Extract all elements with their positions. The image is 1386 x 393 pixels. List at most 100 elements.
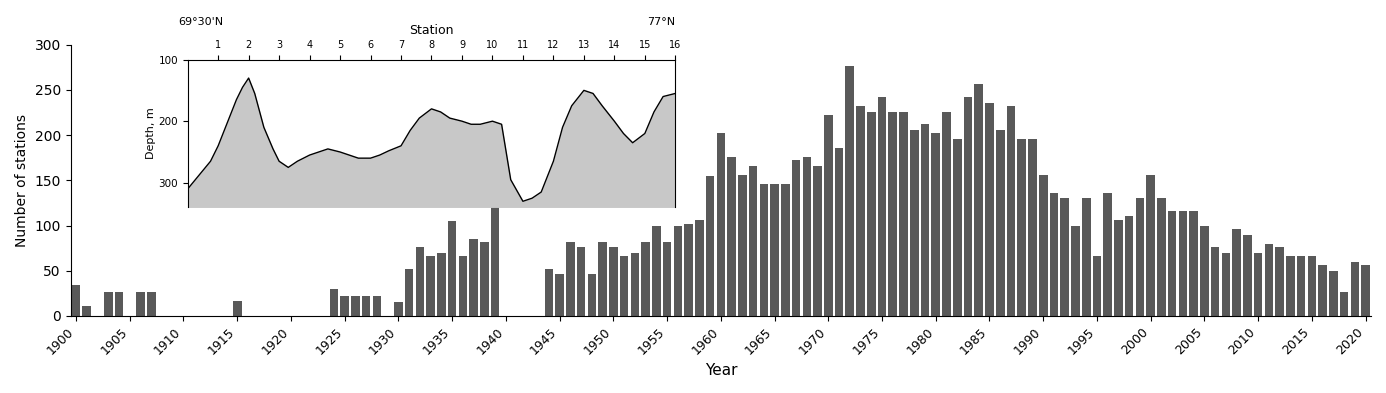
Bar xyxy=(608,247,618,316)
Bar xyxy=(448,221,456,316)
Bar xyxy=(556,274,564,316)
Bar xyxy=(857,106,865,316)
Bar xyxy=(1243,235,1252,316)
Bar xyxy=(748,166,757,316)
Bar xyxy=(802,157,811,316)
Bar xyxy=(685,224,693,316)
Bar xyxy=(1092,256,1102,316)
Bar xyxy=(1350,262,1360,316)
Bar xyxy=(1178,211,1188,316)
Bar xyxy=(588,274,596,316)
Bar xyxy=(491,198,499,316)
Bar xyxy=(330,289,338,316)
Bar xyxy=(1028,139,1037,316)
Bar xyxy=(1286,256,1295,316)
Bar xyxy=(868,112,876,316)
Bar xyxy=(416,247,424,316)
Bar xyxy=(1275,247,1283,316)
Bar xyxy=(651,226,661,316)
Bar xyxy=(394,301,403,316)
Bar xyxy=(771,184,779,316)
Bar xyxy=(920,124,929,316)
Bar xyxy=(437,253,446,316)
Bar xyxy=(997,130,1005,316)
Bar xyxy=(780,184,790,316)
Bar xyxy=(1060,198,1069,316)
Bar xyxy=(834,148,843,316)
Bar xyxy=(1361,265,1369,316)
Bar xyxy=(1264,244,1274,316)
Bar xyxy=(577,247,585,316)
Bar xyxy=(845,66,854,316)
Bar xyxy=(1307,256,1317,316)
Bar xyxy=(911,130,919,316)
Bar xyxy=(233,301,241,316)
Bar xyxy=(737,175,747,316)
Bar xyxy=(760,184,768,316)
Bar xyxy=(1168,211,1177,316)
Bar xyxy=(674,226,682,316)
Bar xyxy=(115,292,123,316)
Bar xyxy=(877,97,886,316)
Bar xyxy=(631,253,639,316)
Bar xyxy=(620,256,628,316)
Bar xyxy=(1211,247,1220,316)
Bar xyxy=(136,292,144,316)
Bar xyxy=(1006,106,1016,316)
Bar xyxy=(954,139,962,316)
Bar xyxy=(900,112,908,316)
Bar xyxy=(1297,256,1306,316)
Bar xyxy=(1200,226,1209,316)
Bar xyxy=(373,296,381,316)
Bar xyxy=(351,296,360,316)
Bar xyxy=(405,269,413,316)
Bar xyxy=(1232,229,1240,316)
Bar xyxy=(1135,198,1145,316)
Bar xyxy=(565,242,575,316)
Bar xyxy=(362,296,370,316)
Bar xyxy=(728,157,736,316)
Bar xyxy=(1017,139,1026,316)
Bar xyxy=(545,269,553,316)
Bar xyxy=(717,133,725,316)
Bar xyxy=(705,176,714,316)
Bar xyxy=(1040,175,1048,316)
Bar xyxy=(888,112,897,316)
Bar xyxy=(825,115,833,316)
Bar xyxy=(1329,271,1337,316)
Bar xyxy=(1114,220,1123,316)
Bar xyxy=(985,103,994,316)
Bar xyxy=(974,84,983,316)
Bar xyxy=(1082,198,1091,316)
Bar xyxy=(341,296,349,316)
Bar xyxy=(791,160,800,316)
Bar xyxy=(72,285,80,316)
Bar xyxy=(1254,253,1263,316)
Bar xyxy=(1125,217,1134,316)
Bar xyxy=(147,292,155,316)
Bar xyxy=(599,242,607,316)
Y-axis label: Number of stations: Number of stations xyxy=(15,114,29,247)
Bar xyxy=(942,112,951,316)
Bar xyxy=(1318,265,1326,316)
Bar xyxy=(663,242,671,316)
Bar xyxy=(963,97,973,316)
Bar xyxy=(694,220,704,316)
Bar xyxy=(1146,175,1155,316)
Bar xyxy=(470,239,478,316)
Bar xyxy=(931,133,940,316)
Bar xyxy=(814,166,822,316)
Bar xyxy=(1071,226,1080,316)
X-axis label: Year: Year xyxy=(704,363,737,378)
Bar xyxy=(642,242,650,316)
Bar xyxy=(1340,292,1349,316)
Bar xyxy=(83,306,91,316)
Bar xyxy=(1049,193,1059,316)
Bar xyxy=(1189,211,1198,316)
Bar xyxy=(427,256,435,316)
Bar xyxy=(1221,253,1231,316)
Bar xyxy=(480,242,489,316)
Bar xyxy=(1103,193,1112,316)
Bar xyxy=(459,256,467,316)
Bar xyxy=(104,292,112,316)
